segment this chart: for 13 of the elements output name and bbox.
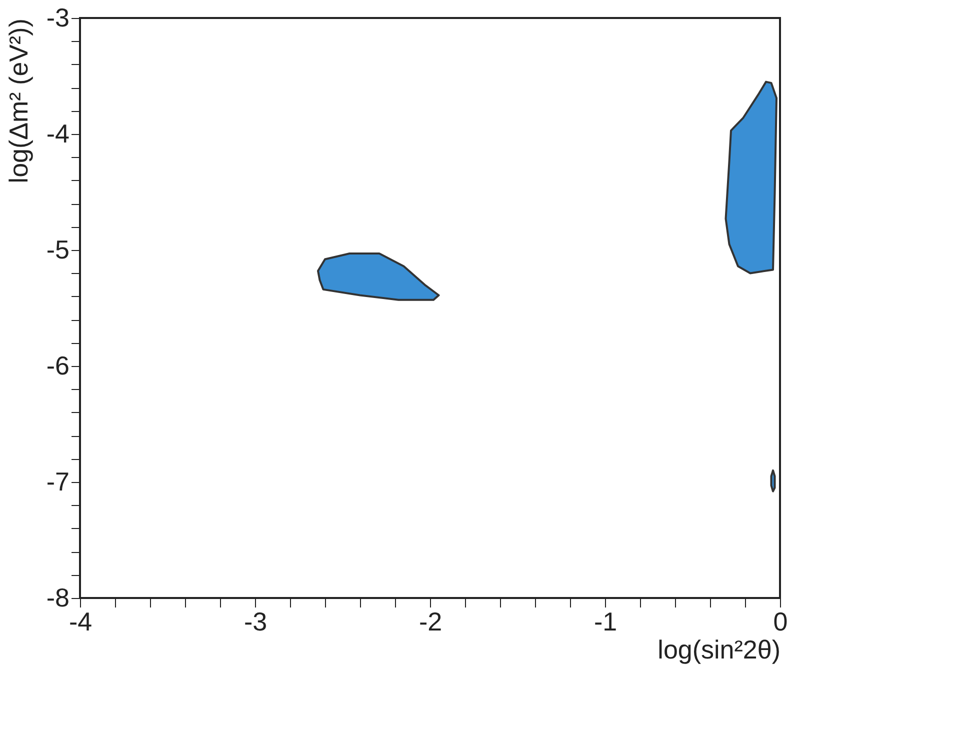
x-tick-label: -3 (244, 606, 268, 636)
y-tick-label: -5 (46, 234, 70, 264)
x-tick-label: 0 (773, 606, 788, 636)
y-tick-label: -3 (46, 2, 70, 32)
y-tick-label: -6 (46, 350, 70, 380)
x-tick-label: -2 (418, 606, 442, 636)
y-tick-label: -4 (46, 118, 70, 148)
x-tick-label: -4 (68, 606, 92, 636)
y-tick-label: -8 (46, 582, 70, 612)
y-tick-label: -7 (46, 466, 70, 496)
x-tick-label: -1 (594, 606, 618, 636)
y-axis-title: log(Δm² (eV²)) (3, 18, 34, 184)
x-axis-title: log(sin²2θ) (658, 634, 780, 664)
